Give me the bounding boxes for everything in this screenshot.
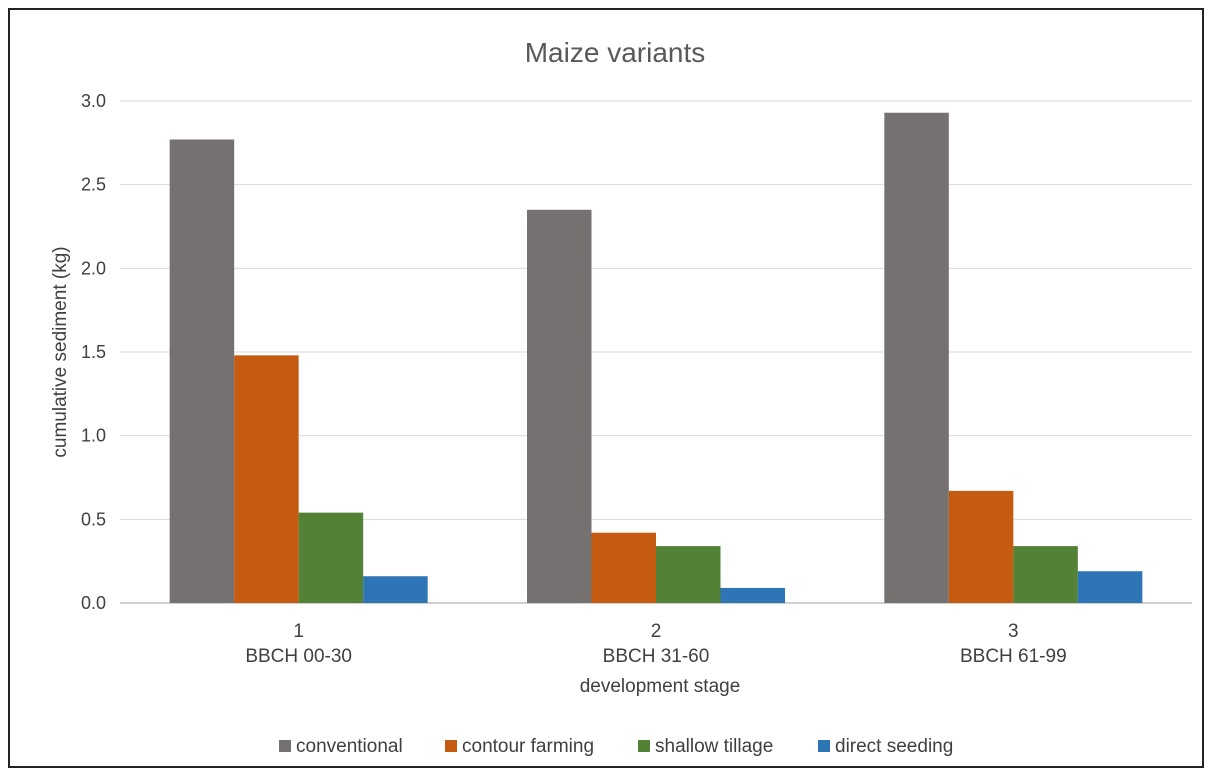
x-axis-title: development stage: [580, 676, 741, 697]
bar-conventional-2: [527, 209, 592, 603]
bar-direct-seeding-1: [363, 576, 428, 603]
x-category-label: BBCH 00-30: [245, 646, 352, 667]
legend-label: shallow tillage: [655, 736, 773, 757]
bar-conventional-1: [169, 139, 235, 603]
bar-direct-seeding-2: [720, 587, 785, 603]
bar-shallow-tillage-2: [656, 546, 721, 603]
x-category-number: 2: [651, 621, 662, 642]
y-axis-title: cumulative sediment (kg): [50, 246, 71, 457]
bar-shallow-tillage-1: [298, 512, 364, 603]
legend-label: direct seeding: [835, 736, 953, 757]
bar-direct-seeding-3: [1077, 571, 1143, 603]
bars: [169, 112, 1143, 604]
y-tick-label: 2.5: [81, 175, 106, 195]
legend-swatch: [818, 740, 830, 752]
y-tick-label: 2.0: [81, 258, 106, 278]
x-axis-categories: 1 BBCH 00-30 2 BBCH 31-60 3 BBCH 61-99: [245, 621, 1066, 667]
y-tick-label: 1.0: [81, 426, 106, 446]
legend-swatch: [638, 740, 650, 752]
x-category-number: 1: [293, 621, 304, 642]
y-tick-label: 1.5: [81, 342, 106, 362]
legend: conventional contour farming shallow tilla…: [279, 736, 953, 757]
bar-shallow-tillage-3: [1013, 546, 1078, 603]
legend-label: contour farming: [462, 736, 594, 757]
legend-swatch: [279, 740, 291, 752]
x-category-label: BBCH 31-60: [603, 646, 710, 667]
chart-title: Maize variants: [525, 37, 706, 68]
x-category-number: 3: [1008, 621, 1019, 642]
x-category-label: BBCH 61-99: [960, 646, 1067, 667]
bar-contour-farming-2: [591, 532, 656, 603]
y-tick-label: 3.0: [81, 91, 106, 111]
bar-contour-farming-3: [948, 490, 1014, 603]
bar-conventional-3: [884, 112, 949, 604]
legend-swatch: [445, 740, 457, 752]
legend-label: conventional: [296, 736, 403, 757]
bar-contour-farming-1: [234, 355, 299, 603]
y-tick-label: 0.0: [81, 593, 106, 613]
y-tick-label: 0.5: [81, 509, 106, 529]
y-axis-ticks: 0.0 0.5 1.0 1.5 2.0 2.5 3.0: [81, 91, 106, 613]
